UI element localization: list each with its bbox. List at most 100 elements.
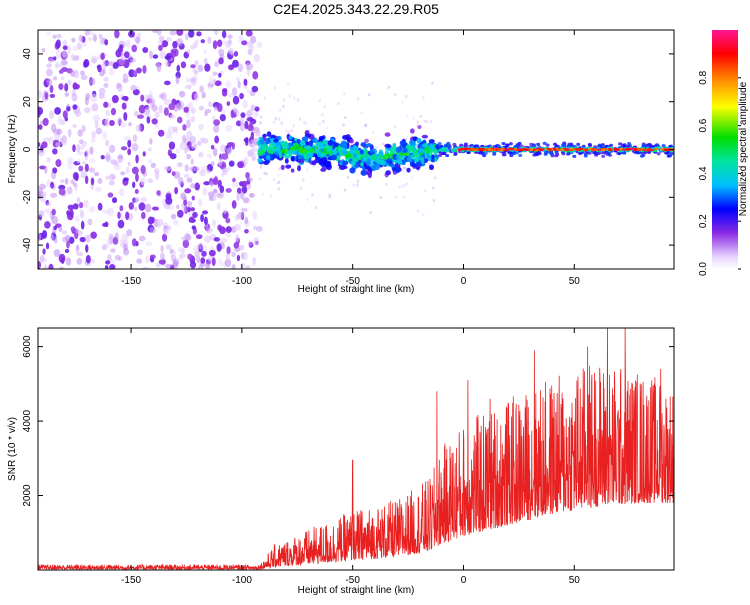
spectrogram-cell	[53, 236, 58, 244]
spectrogram-cell	[252, 225, 258, 231]
spectrogram-cell	[594, 148, 599, 152]
spectrogram-cell	[352, 183, 356, 187]
spectrogram-cell	[359, 149, 364, 155]
spectrogram-cell	[64, 92, 70, 97]
spectrogram-cell	[194, 60, 199, 66]
spectrogram-cell	[203, 48, 207, 55]
spectrogram-cell	[227, 166, 231, 171]
spectrogram-cell	[70, 226, 76, 232]
spectrogram-cell	[126, 229, 133, 237]
spectrogram-cell	[350, 160, 356, 167]
spectrogram-cell	[343, 92, 346, 96]
spectrogram-cell	[245, 62, 251, 71]
colorbar: 0.0 0.2 0.4 0.6 0.8 Normalized spectral ampl…	[698, 30, 749, 276]
spectrogram-cell	[112, 62, 119, 70]
spectrogram-cell	[53, 56, 57, 61]
spectrogram-cell	[405, 113, 409, 117]
spectrogram-cell	[65, 257, 72, 266]
spectrogram-cell	[244, 229, 249, 234]
spectrogram-cell	[306, 197, 310, 202]
spectrogram-cell	[208, 101, 213, 108]
spectrogram-cell	[474, 144, 479, 148]
spectrogram-cell	[134, 188, 139, 194]
spectrogram-cell	[576, 142, 581, 146]
spectrogram-cell	[112, 94, 119, 104]
spectrogram-cell	[44, 208, 52, 214]
spectrogram-cell	[384, 182, 388, 187]
spectrogram-cell	[135, 154, 139, 164]
spectrogram-y-ticks: -40 -20 0 20 40	[22, 48, 674, 252]
spectrogram-cell	[183, 106, 189, 113]
spectrogram-cell	[213, 105, 218, 112]
spectrogram-cell	[131, 143, 139, 152]
spectrogram-cell	[123, 112, 128, 121]
spectrogram-cell	[401, 169, 405, 173]
snr-frame	[37, 327, 675, 571]
spectrogram-cell	[625, 148, 630, 151]
spectrogram-cell	[302, 136, 309, 142]
spectrogram-cell	[257, 157, 263, 163]
spectrogram-cell	[255, 130, 261, 137]
spectrogram-cell	[50, 233, 54, 242]
spectrogram-cell	[419, 114, 422, 119]
spectrogram-cell	[110, 248, 116, 253]
spectrogram-cell	[158, 259, 166, 265]
spectrogram-cell	[362, 155, 368, 162]
spectrogram-cell	[154, 171, 160, 180]
spectrogram-cell	[157, 129, 165, 137]
spectrogram-cell	[430, 157, 436, 163]
spectrogram-cell	[518, 153, 523, 157]
spectrogram-cell	[200, 214, 204, 223]
spectrogram-cell	[330, 154, 338, 161]
spectrogram-cell	[71, 37, 76, 43]
spectrogram-cell	[203, 181, 211, 186]
spectrogram-cell	[89, 205, 96, 213]
spectrogram-cell	[160, 252, 165, 261]
spectrogram-cell	[198, 151, 204, 158]
spectrogram-cell	[280, 148, 286, 154]
spectrogram-cell	[179, 141, 186, 151]
spectrogram-cell	[419, 156, 425, 161]
spectrogram-cell	[427, 155, 432, 162]
spectrogram-cell	[601, 148, 606, 152]
spectrogram-cell	[149, 254, 156, 259]
spectrogram-cell	[290, 156, 295, 162]
spectrogram-cell	[117, 153, 124, 163]
spectrogram-cell	[91, 103, 99, 112]
spectrogram-cell	[261, 192, 265, 196]
spectrogram-cell	[131, 238, 137, 247]
spectrogram-cell	[50, 123, 57, 133]
spectrogram-cell	[213, 61, 220, 68]
x-tick-label: -50	[345, 276, 360, 287]
spectrogram-cell	[280, 121, 284, 125]
spectrogram-cell	[371, 165, 377, 172]
spectrogram-cell	[146, 116, 151, 124]
spectrogram-cell	[284, 158, 289, 164]
spectrogram-cell	[301, 178, 305, 182]
spectrogram-cell	[374, 146, 378, 150]
spectrogram-cell	[123, 177, 129, 182]
spectrogram-cell	[80, 220, 85, 230]
spectrogram-cell	[337, 101, 340, 106]
spectrogram-cell	[399, 140, 406, 146]
spectrogram-cell	[38, 183, 46, 190]
spectrogram-cell	[629, 147, 634, 150]
y-tick-label: 4000	[22, 410, 33, 433]
spectrogram-cell	[213, 30, 219, 36]
spectrogram-cell	[270, 134, 276, 139]
spectrogram-cell	[218, 259, 223, 267]
spectrogram-cell	[42, 137, 50, 142]
spectrogram-cell	[275, 142, 280, 148]
spectrogram-cell	[279, 108, 282, 112]
spectrogram-cell	[453, 152, 458, 157]
spectrogram-cell	[190, 77, 196, 87]
spectrogram-cell	[46, 78, 53, 86]
snr-panel: -150 -100 -50 0 50 2000 4000 6000 Height of st…	[7, 327, 675, 596]
spectrogram-cell	[292, 124, 296, 128]
spectrogram-cell	[501, 141, 506, 146]
spectrogram-cell	[49, 110, 54, 119]
spectrogram-cell	[151, 206, 160, 211]
spectrogram-cell	[277, 147, 281, 155]
spectrogram-cell	[89, 146, 94, 155]
spectrogram-cell	[285, 164, 292, 169]
